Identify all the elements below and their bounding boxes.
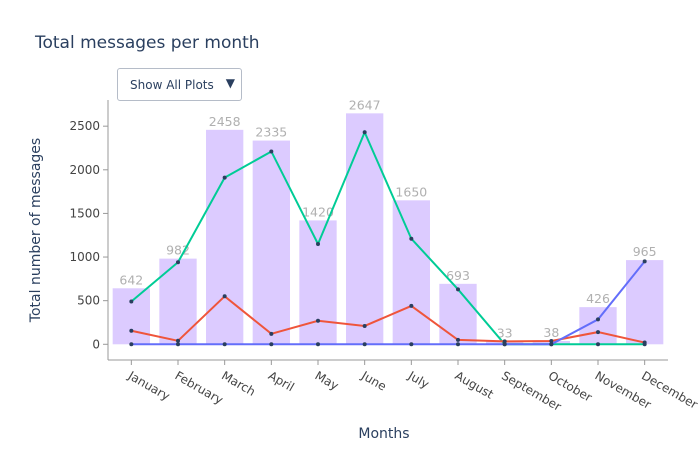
bar-value-label: 2647: [349, 97, 381, 112]
series-point: [129, 328, 134, 333]
series-point: [409, 303, 414, 308]
x-tick-label: January: [125, 368, 172, 403]
bar: [439, 283, 477, 345]
dropdown-selected-label: Show All Plots: [130, 78, 214, 92]
series-point: [456, 342, 460, 347]
lines-group: [129, 129, 647, 347]
x-tick-label: July: [405, 368, 432, 391]
series-point: [129, 299, 134, 304]
bar-value-label: 38: [543, 325, 559, 340]
series-line: [130, 129, 645, 346]
series-point: [409, 236, 414, 241]
bar-value-label: 693: [446, 268, 470, 283]
y-tick-label: 2000: [69, 163, 100, 177]
y-tick-label: 2500: [69, 119, 100, 133]
x-axis-title: Months: [358, 426, 409, 442]
series-point: [642, 340, 647, 345]
bar-value-label: 2458: [209, 114, 241, 129]
bar-value-label: 965: [633, 244, 657, 259]
bar-value-label: 982: [166, 243, 190, 258]
bar: [206, 129, 244, 345]
series-point: [129, 342, 134, 347]
series-point: [269, 149, 274, 154]
series-point: [222, 175, 227, 180]
chevron-down-icon: ▼: [225, 76, 235, 90]
x-tick-label: May: [313, 368, 341, 393]
series-point: [362, 323, 367, 328]
series-line: [131, 260, 646, 346]
series-point: [176, 260, 180, 265]
y-tick-label: 0: [92, 337, 100, 351]
y-tick-label: 500: [77, 294, 100, 308]
x-tick-label: August: [453, 368, 497, 401]
bar-value-label: 1650: [395, 184, 427, 199]
series-point: [222, 342, 227, 347]
y-tick-label: 1500: [69, 206, 100, 220]
x-tick-label: April: [266, 368, 297, 394]
y-axis-title: Total number of messages: [28, 138, 44, 323]
series-point: [502, 339, 507, 344]
series-point: [502, 342, 507, 347]
x-tick-label: February: [173, 368, 226, 407]
series-point: [269, 331, 274, 336]
bar: [112, 288, 150, 345]
bar-value-label: 1420: [302, 204, 334, 219]
bar-value-label: 426: [586, 291, 610, 306]
chart-title: Total messages per month: [35, 33, 260, 53]
y-tick-label: 1000: [69, 250, 100, 264]
series-point: [176, 338, 180, 343]
series-point: [642, 259, 647, 264]
bar: [346, 113, 384, 345]
series-point: [549, 338, 554, 343]
bar-value-label: 33: [497, 325, 513, 340]
bar-value-label: 642: [119, 272, 143, 287]
series-point: [222, 294, 227, 299]
series-point: [362, 342, 367, 347]
bar: [392, 200, 430, 345]
series-point: [269, 342, 274, 347]
x-tick-label: June: [358, 368, 389, 394]
bar: [159, 258, 197, 345]
series-point: [176, 342, 180, 347]
series-point: [316, 318, 320, 323]
bar: [626, 260, 664, 345]
series-point: [596, 330, 600, 335]
series-point: [549, 342, 554, 347]
series-point: [362, 130, 367, 135]
series-point: [456, 287, 460, 292]
series-point: [409, 342, 414, 347]
series-point: [596, 342, 600, 347]
bar-value-label: 2335: [255, 125, 287, 140]
plot-filter-dropdown[interactable]: Show All Plots ▼: [117, 68, 242, 101]
series-point: [596, 317, 600, 322]
bars-group: 642 982 2458 2335 1420 2647 1650 693 33 38 426 965: [112, 97, 664, 345]
bar: [299, 220, 337, 345]
series-point: [316, 241, 320, 246]
series-point: [316, 342, 320, 347]
bar: [252, 140, 290, 345]
series-point: [456, 337, 460, 342]
